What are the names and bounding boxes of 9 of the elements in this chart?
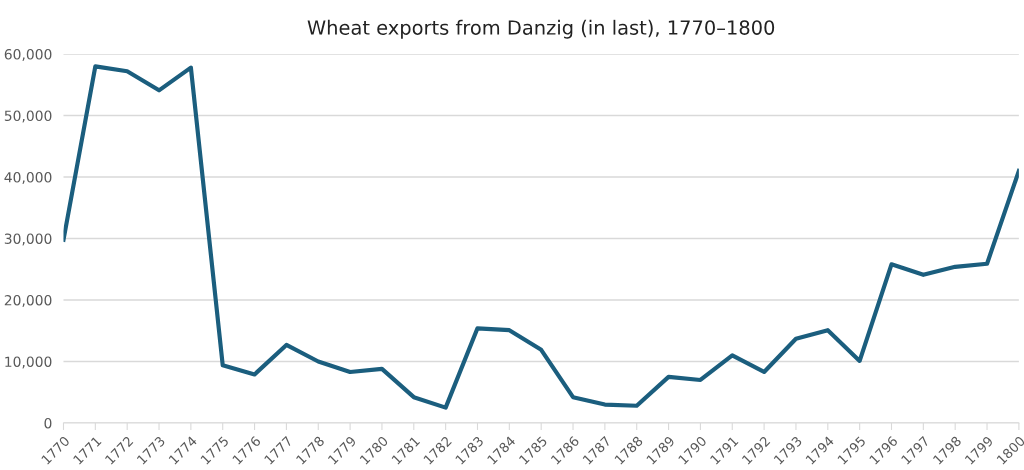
y-tick-label: 0: [44, 417, 52, 429]
y-tick-label: 10,000: [5, 356, 52, 369]
y-tick-label: 50,000: [4, 110, 52, 123]
y-tick-label: 30,000: [4, 233, 52, 246]
y-tick-label: 40,000: [4, 172, 52, 184]
y-tick-label: 60,000: [4, 49, 52, 61]
y-tick-label: 20,000: [4, 294, 52, 307]
chart-title: Wheat exports from Danzig (in last), 1770–1800: [307, 19, 775, 39]
line-series: [63, 64, 1019, 410]
